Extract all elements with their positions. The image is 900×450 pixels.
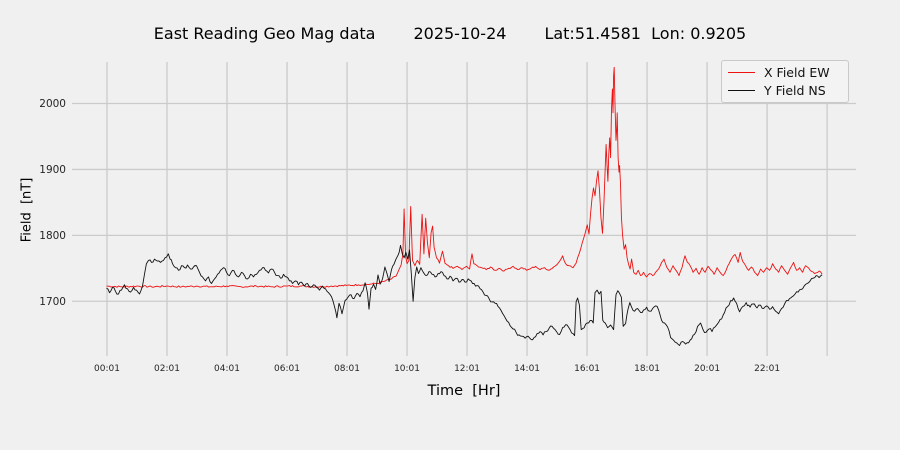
series-line-y-field-ns <box>106 244 823 346</box>
legend-line-swatch-red <box>728 72 755 74</box>
x-tick-label: 22:01 <box>754 364 780 374</box>
y-tick-label: 1900 <box>39 164 66 176</box>
x-tick-label: 02:01 <box>154 364 180 374</box>
x-tick-label: 16:01 <box>574 364 600 374</box>
x-tick-label: 12:01 <box>454 364 480 374</box>
y-tick-label: 1800 <box>39 230 66 242</box>
x-axis-label: Time [Hr] <box>427 383 501 399</box>
legend-item-x-field-ew: X Field EW <box>728 65 842 80</box>
x-tick-label: 10:01 <box>394 364 420 374</box>
x-tick-label: 00:01 <box>94 364 120 374</box>
legend: X Field EW Y Field NS <box>721 60 849 103</box>
legend-label: Y Field NS <box>764 82 826 98</box>
chart-title: East Reading Geo Mag data <box>153 24 376 43</box>
y-axis-label: Field [nT] <box>19 177 35 243</box>
chart-coordinates: Lat:51.4581 Lon: 0.9205 <box>544 24 747 43</box>
x-tick-label: 14:01 <box>514 364 540 374</box>
legend-item-y-field-ns: Y Field NS <box>728 83 842 98</box>
x-tick-label: 08:01 <box>334 364 360 374</box>
y-tick-label: 2000 <box>39 98 66 110</box>
x-tick-label: 06:01 <box>274 364 300 374</box>
legend-label: X Field EW <box>764 65 830 81</box>
series-line-x-field-ew <box>106 66 823 288</box>
chart-title-row: East Reading Geo Mag data 2025-10-24 Lat… <box>0 24 900 43</box>
legend-line-swatch-black <box>728 89 755 91</box>
x-tick-label: 20:01 <box>694 364 720 374</box>
y-tick-label: 1700 <box>39 296 66 308</box>
x-tick-label: 18:01 <box>634 364 660 374</box>
chart-date: 2025-10-24 <box>413 24 507 43</box>
x-tick-label: 04:01 <box>214 364 240 374</box>
